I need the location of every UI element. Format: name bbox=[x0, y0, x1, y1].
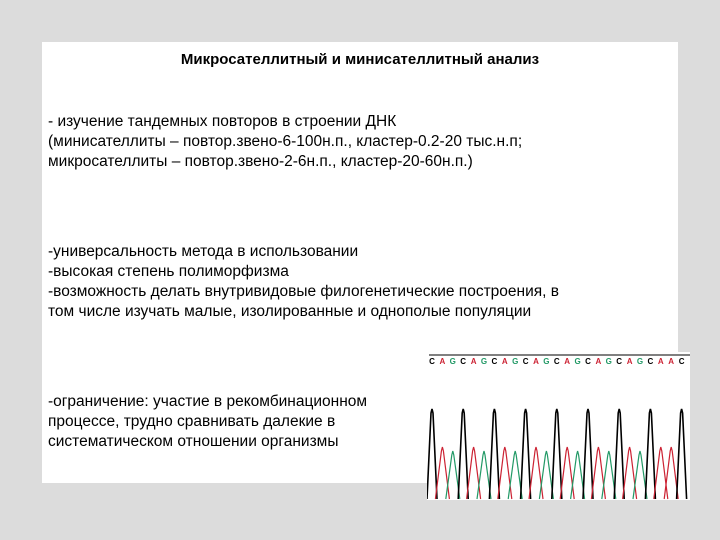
base-call-G: G bbox=[450, 357, 456, 366]
trace-peak-A bbox=[590, 446, 606, 500]
base-call-C: C bbox=[554, 357, 560, 366]
trace-peak-A bbox=[622, 446, 638, 500]
trace-peak-G bbox=[476, 450, 492, 500]
trace-peak-C bbox=[551, 408, 563, 500]
trace-peak-A bbox=[559, 446, 575, 500]
text-line: -универсальность метода в использовании bbox=[48, 243, 359, 260]
text-line: (минисателлиты – повтор.звено-6-100н.п.,… bbox=[48, 133, 523, 150]
slide-title: Микросателлитный и минисателлитный анали… bbox=[180, 51, 540, 68]
advantages-block: -универсальность метода в использовании … bbox=[48, 242, 559, 322]
base-call-G: G bbox=[637, 357, 643, 366]
base-call-A: A bbox=[596, 357, 602, 366]
base-call-C: C bbox=[429, 357, 435, 366]
trace-peak-G bbox=[632, 450, 648, 500]
text-line: -возможность делать внутривидовые филоге… bbox=[48, 283, 559, 300]
base-call-C: C bbox=[460, 357, 466, 366]
base-call-G: G bbox=[481, 357, 487, 366]
trace-peak-A bbox=[528, 446, 544, 500]
definition-block: - изучение тандемных повторов в строении… bbox=[48, 112, 522, 172]
trace-peak-A bbox=[434, 446, 450, 500]
trace-peak-G bbox=[570, 450, 586, 500]
base-call-G: G bbox=[512, 357, 518, 366]
base-call-A: A bbox=[627, 357, 633, 366]
slide: Микросателлитный и минисателлитный анали… bbox=[42, 42, 678, 483]
trace-peak-C bbox=[675, 408, 688, 500]
trace-peak-A bbox=[466, 446, 482, 500]
trace-peak-C bbox=[644, 408, 657, 500]
base-call-G: G bbox=[606, 357, 612, 366]
trace-peak-C bbox=[427, 408, 438, 500]
text-line: - изучение тандемных повторов в строении… bbox=[48, 113, 397, 130]
base-call-C: C bbox=[492, 357, 498, 366]
base-call-C: C bbox=[616, 357, 622, 366]
trace-peak-A bbox=[663, 446, 679, 500]
text-line: том числе изучать малые, изолированные и… bbox=[48, 303, 532, 320]
trace-peak-C bbox=[613, 408, 625, 500]
trace-peak-A bbox=[653, 446, 669, 500]
text-line: -высокая степень полиморфизма bbox=[48, 263, 289, 280]
base-call-A: A bbox=[668, 357, 674, 366]
base-call-A: A bbox=[471, 357, 477, 366]
base-call-G: G bbox=[543, 357, 549, 366]
trace-peak-C bbox=[488, 408, 501, 500]
trace-peak-A bbox=[497, 446, 513, 500]
base-call-C: C bbox=[648, 357, 654, 366]
base-call-A: A bbox=[440, 357, 446, 366]
base-call-A: A bbox=[533, 357, 539, 366]
trace-peak-G bbox=[507, 450, 523, 500]
base-call-G: G bbox=[574, 357, 580, 366]
base-call-C: C bbox=[679, 357, 685, 366]
text-line: микросателлиты – повтор.звено-2-6н.п., к… bbox=[48, 153, 473, 170]
base-call-C: C bbox=[585, 357, 591, 366]
trace-peak-G bbox=[601, 450, 617, 500]
base-call-A: A bbox=[502, 357, 508, 366]
trace-peak-C bbox=[519, 408, 532, 500]
base-call-A: A bbox=[658, 357, 664, 366]
base-call-A: A bbox=[564, 357, 570, 366]
text-line: процессе, трудно сравнивать далекие в bbox=[48, 413, 336, 430]
trace-peak-C bbox=[457, 408, 469, 500]
limitations-block: -ограничение: участие в рекомбинационном… bbox=[48, 392, 367, 452]
trace-peak-G bbox=[445, 450, 461, 500]
text-line: -ограничение: участие в рекомбинационном bbox=[48, 393, 368, 410]
base-call-C: C bbox=[523, 357, 529, 366]
text-line: систематическом отношении организмы bbox=[48, 433, 339, 450]
trace-peak-G bbox=[538, 450, 554, 500]
trace-peak-C bbox=[582, 408, 594, 500]
